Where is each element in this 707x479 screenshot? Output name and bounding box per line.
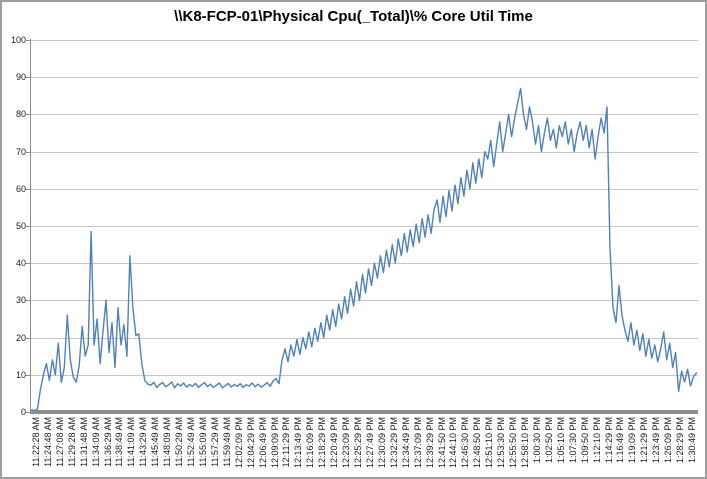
x-axis-tick-label: 12:13:49 PM [293,417,304,469]
x-axis-tick-label: 1:07:30 PM [567,417,578,464]
y-axis-tick-label: 0 [20,407,26,417]
x-axis-tick-label: 12:18:29 PM [317,417,328,469]
x-axis-tick-label: 12:32:29 PM [388,417,399,469]
x-axis-tick-label: 11:55:09 AM [197,417,208,467]
x-axis-tick-label: 12:53:30 PM [496,417,507,469]
x-axis-tick-label: 1:09:50 PM [579,417,590,464]
x-axis-tick-label: 12:27:49 PM [364,417,375,469]
x-axis-tick-label: 1:23:49 PM [651,417,662,464]
y-axis-tick-label: 40 [15,258,26,269]
x-axis-tick-label: 12:09:09 PM [269,417,280,469]
x-axis-tick-label: 1:05:10 PM [555,417,566,464]
x-axis-tick-label: 1:19:09 PM [627,417,638,464]
x-axis-tick-label: 12:51:10 PM [484,417,495,469]
x-axis-tick-label: 11:22:28 AM [30,417,41,467]
x-axis-tick-label: 1:12:10 PM [591,417,602,464]
x-axis-tick-label: 1:30:49 PM [687,417,698,464]
x-axis-tick-label: 12:55:50 PM [508,417,519,469]
x-axis-tick-label: 1:26:09 PM [663,417,674,464]
x-axis-tick-label: 12:11:29 PM [281,417,292,468]
x-axis-tick-label: 11:31:48 AM [78,417,89,467]
x-axis-tick-label: 11:45:49 AM [150,417,161,467]
x-axis-tick-label: 1:02:50 PM [543,417,554,464]
x-axis-tick-label: 1:00:30 PM [531,417,542,464]
y-axis-tick-label: 60 [15,183,26,194]
x-axis-tick-label: 12:48:50 PM [472,417,483,469]
y-axis-tick-label: 20 [15,332,26,343]
x-axis-tick-label: 12:23:09 PM [341,417,352,469]
y-axis-tick-label: 90 [15,72,26,83]
y-axis-tick-label: 70 [15,146,26,157]
x-axis-tick-label: 12:04:29 PM [245,417,256,469]
x-axis-tick-label: 11:36:29 AM [102,417,113,467]
cpu-utilization-series [30,87,698,412]
x-axis-tick-label: 1:28:29 PM [675,417,686,464]
y-axis-tick-label: 80 [15,109,26,120]
x-axis-tick-label: 12:30:09 PM [376,417,387,469]
x-axis-tick-label: 11:43:29 AM [138,417,149,467]
x-axis-tick-label: 11:52:49 AM [186,417,197,467]
x-axis-tick-label: 12:39:29 PM [424,417,435,469]
x-axis-tick-label: 11:50:29 AM [174,417,185,467]
x-axis-line [30,410,698,414]
x-axis-tick-label: 11:27:08 AM [54,417,65,467]
x-axis-tick-label: 1:16:49 PM [615,417,626,464]
x-axis-tick-label: 12:20:49 PM [329,417,340,469]
x-axis-tick-label: 11:29:28 AM [66,417,77,467]
x-axis-tick-label: 11:41:09 AM [126,417,137,467]
x-axis-tick-label: 12:44:10 PM [448,417,459,469]
x-axis-tick-label: 1:21:29 PM [639,417,650,464]
x-axis-tick-label: 12:25:29 PM [353,417,364,469]
x-axis-tick-label: 11:38:49 AM [114,417,125,467]
x-axis-tick-label: 11:24:48 AM [42,417,53,467]
y-axis-tick-label: 50 [15,221,26,231]
x-axis-tick-label: 12:37:09 PM [412,417,423,469]
x-axis-tick-label: 12:34:49 PM [400,417,411,469]
y-axis-tick-label: 100 [10,35,26,45]
x-axis-tick-label: 12:41:50 PM [436,417,447,469]
x-axis-tick-label: 12:06:49 PM [257,417,268,469]
x-axis-tick-label: 1:14:29 PM [603,417,614,464]
x-axis-tick-label: 11:34:09 AM [90,417,101,467]
y-axis-tick-label: 10 [15,369,26,380]
y-axis-tick-label: 30 [15,295,26,306]
x-axis-tick-label: 12:16:09 PM [305,417,316,469]
chart-title: \\K8-FCP-01\Physical Cpu(_Total)\% Core … [174,8,533,25]
x-axis-tick-label: 11:48:09 AM [162,417,173,467]
x-axis-tick-label: 11:57:29 AM [209,417,220,467]
x-axis-tick-label: 12:58:10 PM [520,417,531,469]
x-axis-tick-label: 12:02:09 PM [233,417,244,469]
x-axis-tick-label: 11:59:49 AM [221,417,232,467]
x-axis-tick-label: 12:46:30 PM [460,417,471,469]
